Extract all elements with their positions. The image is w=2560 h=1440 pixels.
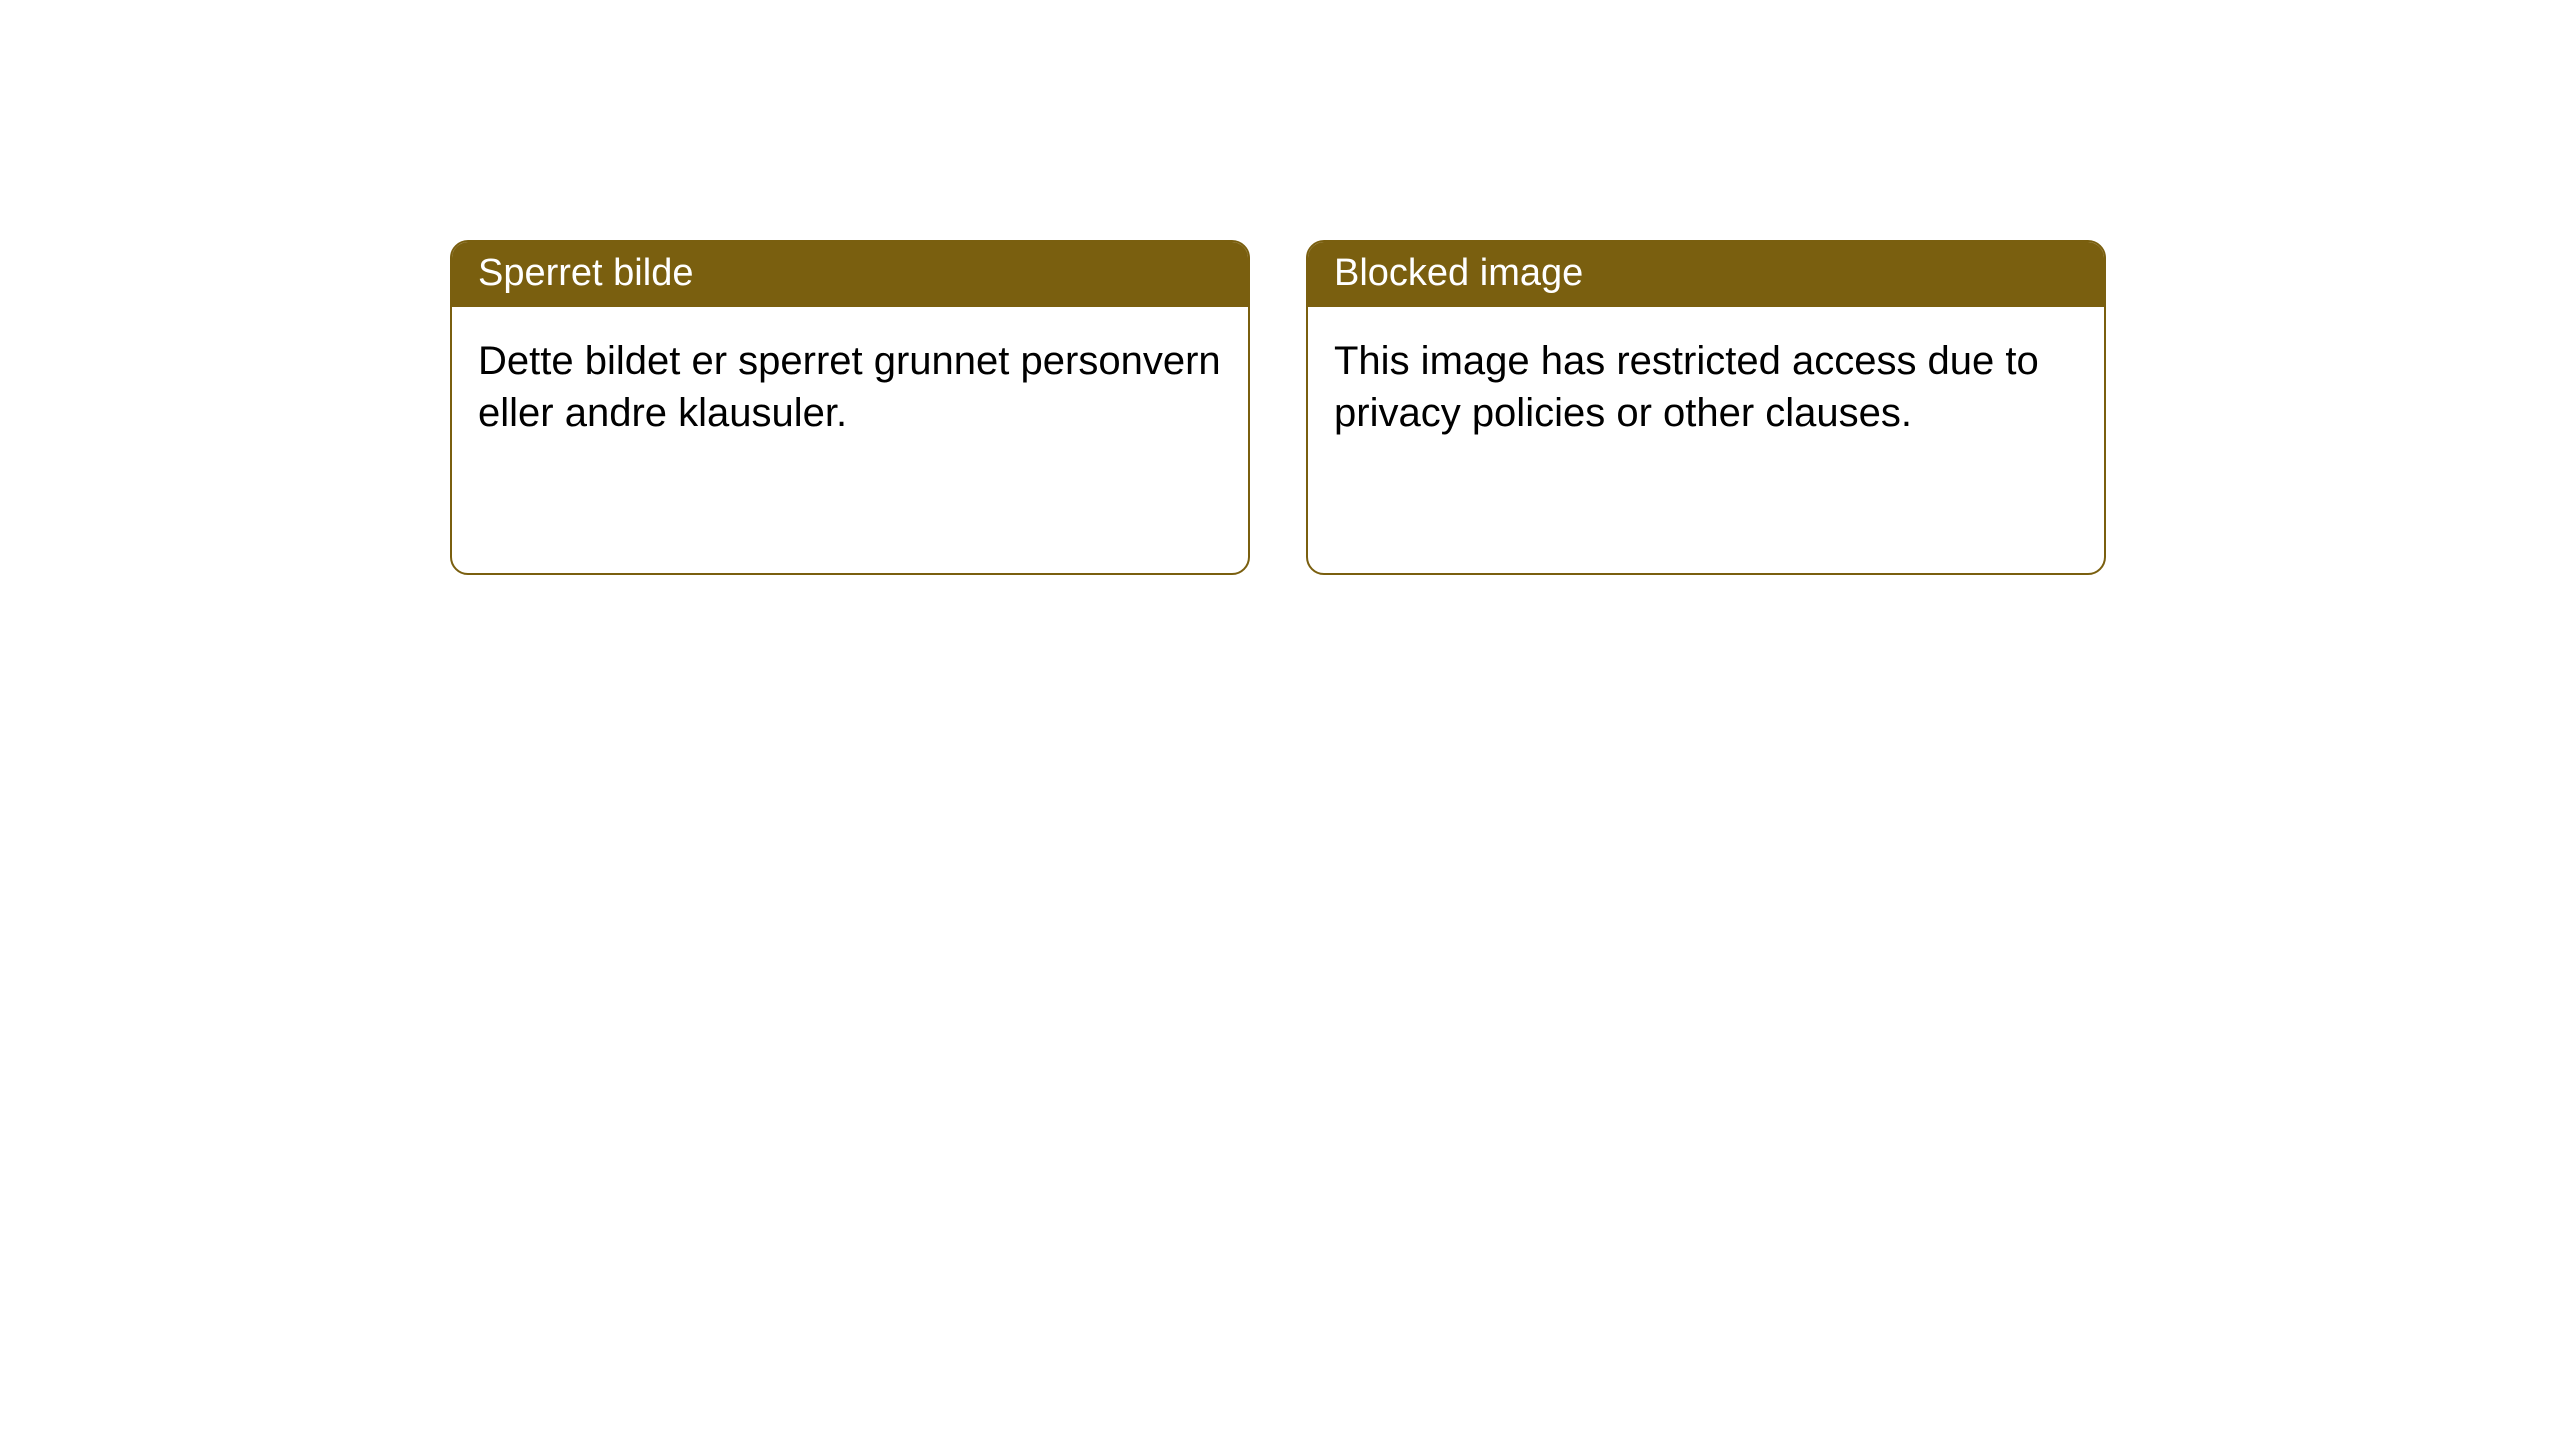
card-title: Blocked image	[1334, 252, 1583, 294]
card-title: Sperret bilde	[478, 252, 693, 294]
card-body: Dette bildet er sperret grunnet personve…	[452, 307, 1248, 467]
card-message: Dette bildet er sperret grunnet personve…	[478, 339, 1221, 435]
card-header: Blocked image	[1308, 242, 2104, 307]
notice-card-english: Blocked image This image has restricted …	[1306, 240, 2106, 575]
card-body: This image has restricted access due to …	[1308, 307, 2104, 467]
card-message: This image has restricted access due to …	[1334, 339, 2039, 435]
card-header: Sperret bilde	[452, 242, 1248, 307]
notice-card-norwegian: Sperret bilde Dette bildet er sperret gr…	[450, 240, 1250, 575]
notice-container: Sperret bilde Dette bildet er sperret gr…	[0, 0, 2560, 575]
